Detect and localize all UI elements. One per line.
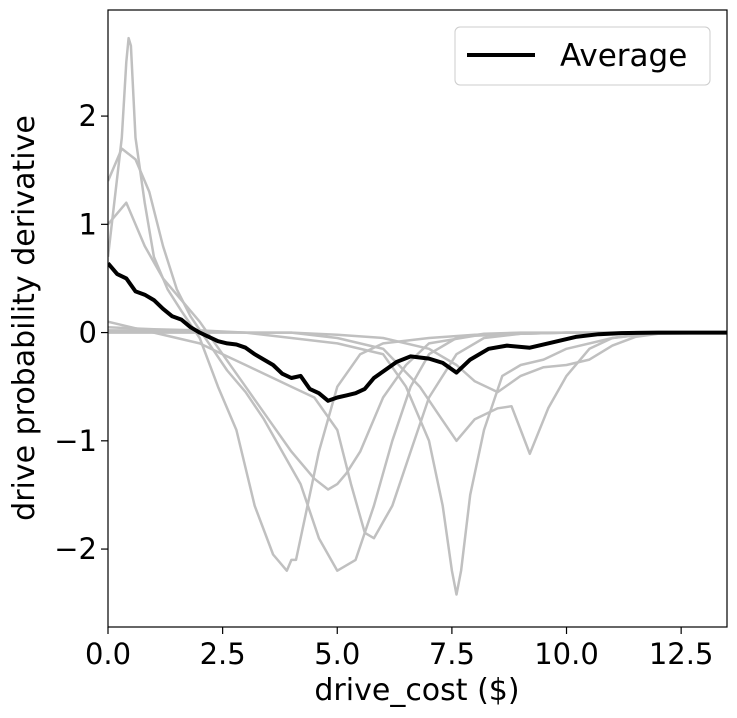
- y-tick-label: 1: [79, 207, 97, 241]
- series-line-2: [108, 147, 727, 572]
- series-line-average: [108, 262, 727, 403]
- series-line-1: [108, 36, 727, 572]
- x-axis-title: drive_cost ($): [314, 673, 519, 708]
- x-tick-label: 5.0: [314, 637, 360, 671]
- x-tick-label: 12.5: [649, 637, 714, 671]
- x-tick-label: 10.0: [534, 637, 599, 671]
- x-tick-label: 7.5: [429, 637, 475, 671]
- series-layer: [108, 36, 727, 596]
- y-tick-label: 2: [79, 99, 97, 133]
- series-line-7: [108, 331, 727, 394]
- legend-box: [454, 26, 711, 86]
- legend-label-average: Average: [560, 38, 687, 74]
- series-line-4: [108, 320, 727, 540]
- x-tick-label: 0.0: [85, 637, 131, 671]
- ticks-layer: 0.0 2.5 5.0 7.5 10.0 12.5 −2 −1 0 1 2: [54, 99, 713, 671]
- y-tick-label: −1: [54, 424, 97, 458]
- plot-frame: [107, 9, 728, 628]
- x-tick-label: 2.5: [200, 637, 246, 671]
- series-line-5: [108, 325, 727, 596]
- legend: Average: [454, 26, 711, 86]
- y-tick-label: 0: [79, 316, 97, 350]
- y-axis-title: drive probability derivative: [7, 115, 42, 521]
- y-tick-label: −2: [54, 532, 97, 566]
- series-line-6: [108, 329, 727, 456]
